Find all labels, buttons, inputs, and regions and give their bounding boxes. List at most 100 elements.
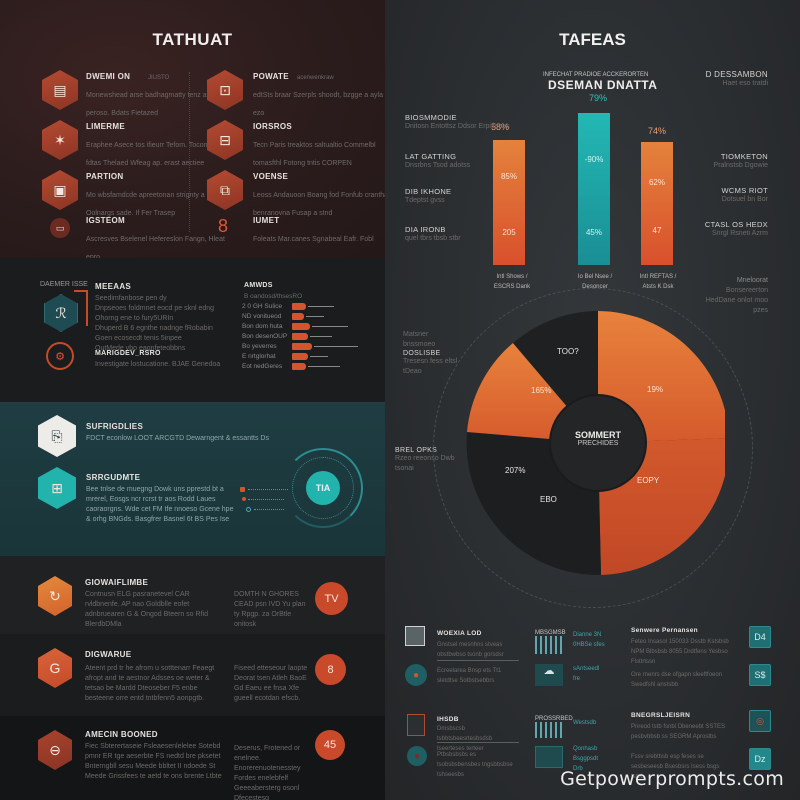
slice-label: EBO — [540, 495, 557, 504]
slice-label: 19% — [647, 385, 664, 394]
slice-label: 165% — [531, 386, 552, 395]
grid-desc: Dianne 3N 0HBSe sfes — [573, 632, 605, 648]
bar-2[interactable]: -90% 45% — [578, 113, 610, 265]
badge-45[interactable]: 45 — [315, 730, 345, 760]
grid-desc: Dmsbscsb tsbbtsbeesrtesbsdsb tseerteses … — [437, 726, 493, 752]
watermark: Getpowerprompts.com — [560, 768, 784, 790]
folders-icon: ⊞ — [38, 467, 76, 509]
feature-desc: Ascresves Bselenel Hefereslon Fangn, Hle… — [86, 236, 225, 261]
accent-bracket — [74, 290, 88, 326]
callout: D DESSAMBON Haet eso tratdi — [705, 70, 768, 87]
text-line: Goen ecosecdt tenis 5inpee — [95, 335, 182, 342]
grid-desc: Ore rnenrs dse ofgapn sleeftfoeon Swedfs… — [631, 672, 723, 688]
callout: BIOSMMODIE Dnitosn Entottsz Ddsor Erpiti… — [405, 113, 510, 130]
bar-value-label: 74% — [647, 126, 666, 136]
leader-line — [248, 489, 288, 490]
feature-desc: edtSts braar Szerpls shoodt, bzgge a ayl… — [253, 92, 383, 117]
eight-badge[interactable]: 8 — [315, 654, 346, 685]
pie-chart[interactable] — [465, 308, 725, 578]
callout: DIA IRONB quel tbrs tbsb stbr — [405, 225, 461, 242]
feature-desc: Monewshead arse badhagmatty tenz aud per… — [86, 92, 215, 117]
target-badge-icon[interactable]: ◎ — [749, 710, 771, 732]
gauge-dots — [292, 457, 354, 519]
dish-icon: ● — [405, 664, 427, 686]
row-desc: Contnusn ELG pasranetevel CAR rvldbnenfe… — [85, 591, 208, 628]
pie-outer-ring — [433, 288, 753, 608]
pie-center — [549, 394, 647, 492]
pie-note: Matsner bnssmoeo — [403, 331, 436, 348]
monitor-icon — [405, 626, 425, 646]
grid-label: MBSGMSB — [535, 630, 566, 636]
figure-eight-icon: 8 — [218, 216, 229, 236]
info-row: G DIGWARUE Ateent prd tr he afrom u sott… — [0, 634, 385, 716]
feature-label: VOENSE — [253, 172, 289, 181]
feature-item[interactable]: POWATE edtSts braar Szerpls shoodt, bzgg… — [253, 72, 393, 120]
callout: CTASL OS HEDX Snrgl Rsneti Azrm — [704, 220, 768, 237]
row-side-desc: Fiseed etteseour laopte Deorat tsen Atle… — [234, 665, 308, 702]
text-line: OutMede vbo eagnfeteobbns — [95, 345, 186, 352]
framed-screen-icon — [407, 714, 425, 736]
gauge-center: TIA — [306, 471, 340, 505]
network-icon: ✶ — [42, 120, 78, 160]
tv-badge[interactable]: TV — [315, 582, 348, 615]
screen-icon: ▭ — [50, 218, 70, 238]
marker — [240, 487, 245, 492]
text-line: Dhuperd B 6 egnthe nadnge fRobabin — [95, 325, 213, 332]
feature-item[interactable]: DWEMI ON Monewshead arse badhagmatty ten… — [86, 72, 226, 120]
panel-title: TAFEAS — [559, 30, 626, 49]
feature-item[interactable]: LIMERME Eraphee Asece tos ifieurr Tefom.… — [86, 122, 226, 170]
feature-label: IGSTEOM — [86, 216, 125, 225]
feature-item[interactable]: VOENSE Leoss Andauoon Boang fod Fonfub c… — [253, 172, 393, 220]
feature-item[interactable]: PARTION Mo wbsfamdcde apreetonan strignt… — [86, 172, 226, 220]
s-dollar-badge-icon[interactable]: S$ — [749, 664, 771, 686]
grid-desc: sAntseedl fre — [573, 666, 600, 682]
grid-label: Senwere Pernansen — [631, 627, 698, 634]
left-panel: TATHUAT ▤ DWEMI ON Monewshead arse badha… — [0, 0, 392, 800]
cloud-icon: ☁ — [535, 664, 563, 686]
slice-label: 207% — [505, 466, 526, 475]
marker — [246, 507, 251, 512]
feature-desc: Mo wbsfamdcde apreetonan strignty a Ooln… — [86, 192, 205, 217]
callout: LAT GATTING Dnsrbns Tsod adotss — [405, 152, 471, 169]
bar-bottom-label: IntI REFTAS / Atsts K Dsk — [639, 274, 677, 290]
feature-item[interactable]: IORSROS Tecn Paris treaktos saltualtio C… — [253, 122, 393, 170]
section-tag: DAEMER ISSE — [40, 281, 88, 288]
feature-desc: Tecn Paris treaktos saltualtio Commelbl … — [253, 142, 376, 167]
feature-label: PARTION — [86, 172, 124, 181]
bar-bottom-label: Intl Shows / ESCRS Dank — [493, 274, 531, 290]
grid-desc: Bsggpsdt Drb — [573, 756, 599, 772]
divider — [437, 660, 519, 661]
bar-bottom-label: Io Bel Nsee / Desoncer — [577, 274, 613, 290]
grid-label: Qonhasb — [573, 746, 598, 752]
slice-label: EOPY — [637, 476, 660, 485]
grid-label: IHSDB — [437, 716, 459, 723]
grid-label: PROSSRBED — [535, 716, 573, 722]
item-label: SUFRIGDLIES — [86, 422, 144, 431]
dz-badge-icon[interactable]: Dz — [749, 748, 771, 770]
gauge-ring — [283, 448, 363, 528]
bar-row: ND vonitueod — [242, 312, 324, 321]
leader-line — [254, 509, 284, 510]
bar-row: 2 0 GH Sulice — [242, 302, 334, 311]
g-letter-icon: G — [38, 648, 72, 688]
row-label: DIGWARUE — [85, 650, 132, 659]
bar-1[interactable]: 85% 205 — [493, 140, 525, 265]
bars-subtitle: B oandosd/thsesRO — [244, 293, 303, 300]
gear-icon: ⚙ — [46, 342, 74, 370]
d4-badge-icon[interactable]: D4 — [749, 626, 771, 648]
item-desc: FDCT econlow LOOT ARCGTD Dewarngent & es… — [86, 435, 269, 442]
feature-item[interactable]: IGSTEOM Ascresves Bselenel Hefereslon Fa… — [86, 216, 226, 264]
clipboard-icon: ⎘ — [38, 415, 76, 457]
text-line: Dnpseoes foldmnet eocd pe sknl edng — [95, 305, 215, 312]
bar-value-label: 58% — [490, 122, 509, 132]
grid-label: BNEGRSLJEISRN — [631, 712, 691, 719]
info-row: ↻ GIOWAIFLIMBE Contnusn ELG pasranetevel… — [0, 556, 385, 634]
grid-desc: Gnstsel mesnhns stveas obstbwbso tsonb g… — [437, 642, 504, 658]
grid-label: WOEXIA LOD — [437, 630, 482, 637]
feature-item[interactable]: IUMET Foleats Mar.canes Sgnabeal Eafr. F… — [253, 216, 393, 246]
bar-3[interactable]: 62% 47 — [641, 142, 673, 265]
bar-value-label: 79% — [588, 93, 607, 103]
grid-desc: Ecreelarea Bnsp ets Tt1 sletdtse Sotbsts… — [437, 668, 502, 684]
section-title: TATHUAT — [152, 30, 233, 49]
row-label: GIOWAIFLIMBE — [85, 578, 149, 587]
